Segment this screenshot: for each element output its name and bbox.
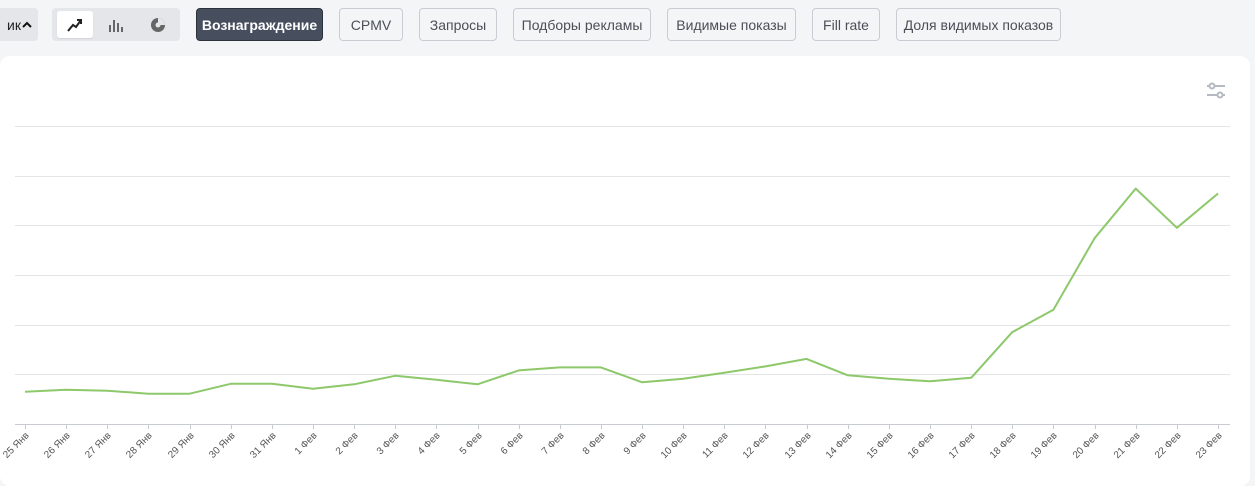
chart-panel (0, 56, 1250, 486)
x-tick-label: 16 Фев (906, 430, 937, 461)
line-chart-button[interactable] (57, 11, 93, 38)
x-tick-label: 27 Янв (83, 430, 113, 460)
x-tick-label: 11 Фев (700, 430, 730, 460)
pie-chart-button[interactable] (140, 11, 176, 38)
x-tick-label: 15 Фев (865, 430, 896, 461)
x-tick-label: 5 Фев (458, 430, 485, 457)
x-tick-label: 26 Янв (42, 430, 72, 460)
x-tick-label: 31 Янв (248, 430, 278, 460)
x-tick-label: 6 Фев (499, 430, 526, 457)
metric-button-viewability-share[interactable]: Доля видимых показов (896, 8, 1061, 41)
x-tick-label: 12 Фев (741, 430, 772, 461)
x-tick-label: 2 Фев (334, 430, 361, 457)
x-tick-label: 13 Фев (783, 430, 814, 461)
series-line (24, 187, 1219, 395)
x-tick-label: 18 Фев (988, 430, 1019, 461)
x-tick-label: 9 Фев (622, 430, 649, 457)
bar-chart-button[interactable] (98, 11, 134, 38)
metric-button-ad-matches[interactable]: Подборы рекламы (513, 8, 651, 41)
x-tick-label: 17 Фев (947, 430, 978, 461)
x-tick-label: 8 Фев (581, 430, 608, 457)
x-tick-label: 21 Фев (1112, 430, 1143, 461)
x-tick-label: 10 Фев (659, 430, 690, 461)
x-tick-label: 28 Янв (124, 430, 154, 460)
chart-type-dropdown[interactable]: ик (0, 8, 38, 41)
dropdown-label: ик (7, 16, 21, 33)
chart-type-switcher (52, 8, 180, 41)
x-tick-label: 30 Янв (207, 430, 237, 460)
x-tick-label: 3 Фев (375, 430, 402, 457)
bar-chart-icon (109, 19, 123, 32)
chevron-up-icon (22, 17, 32, 32)
x-tick-label: 1 Фев (293, 430, 320, 457)
metric-button-cpmv[interactable]: CPMV (339, 8, 403, 41)
x-tick-label: 19 Фев (1029, 430, 1060, 461)
line-chart-icon (67, 18, 82, 32)
x-tick-label: 29 Янв (166, 430, 196, 460)
sliders-icon[interactable] (1206, 82, 1226, 100)
x-tick-label: 22 Фев (1153, 430, 1184, 461)
toolbar: ик Вознаграждение (0, 0, 1255, 54)
metric-button-fill-rate[interactable]: Fill rate (812, 8, 880, 41)
x-tick-label: 25 Янв (1, 430, 31, 460)
x-tick-label: 23 Фев (1194, 430, 1225, 461)
x-tick-label: 20 Фев (1071, 430, 1102, 461)
metric-button-viewable-impressions[interactable]: Видимые показы (667, 8, 796, 41)
x-tick-label: 14 Фев (824, 430, 855, 461)
metric-button-requests[interactable]: Запросы (419, 8, 497, 41)
x-tick-label: 7 Фев (540, 430, 567, 457)
metric-button-reward[interactable]: Вознаграждение (196, 8, 323, 41)
pie-chart-icon (151, 17, 165, 32)
x-tick-label: 4 Фев (416, 430, 443, 457)
